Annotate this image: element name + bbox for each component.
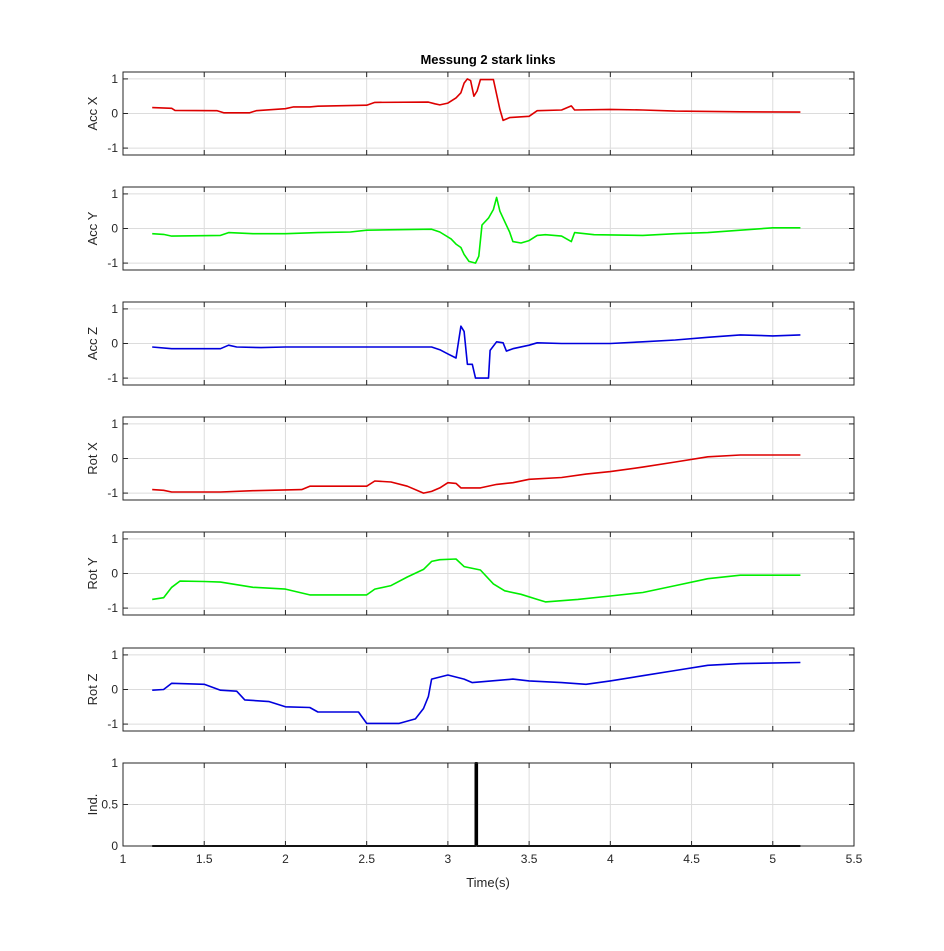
y-tick-label: 1 bbox=[111, 187, 118, 201]
y-tick-label: 1 bbox=[111, 648, 118, 662]
x-tick-label: 2.5 bbox=[358, 852, 375, 866]
series-line bbox=[152, 78, 801, 122]
y-tick-label: 1 bbox=[111, 756, 118, 770]
x-tick-label: 3 bbox=[445, 852, 452, 866]
y-axis-label: Rot Y bbox=[85, 557, 100, 590]
x-tick-label: 3.5 bbox=[521, 852, 538, 866]
y-axis-label: Acc X bbox=[85, 96, 100, 130]
y-tick-label: 1 bbox=[111, 417, 118, 431]
y-tick-label: 0 bbox=[111, 839, 118, 853]
panel-6: 0 0.5 1 Ind. 1 1.5 2 2.5 3 3.5 4 4.5 5 5.5 bbox=[85, 756, 863, 866]
y-tick-label: 1 bbox=[111, 302, 118, 316]
y-tick-label: -1 bbox=[107, 717, 118, 731]
y-tick-label: 0 bbox=[111, 452, 118, 466]
series-line bbox=[152, 661, 801, 725]
y-tick-label: -1 bbox=[107, 141, 118, 155]
y-axis-label: Acc Z bbox=[85, 327, 100, 360]
chart-title: Messung 2 stark links bbox=[420, 52, 555, 67]
x-tick-label: 5.5 bbox=[846, 852, 863, 866]
y-tick-label: 1 bbox=[111, 72, 118, 86]
y-tick-label: 0 bbox=[111, 683, 118, 697]
series-line bbox=[152, 196, 801, 264]
panel-0: -1 0 1 Acc X bbox=[85, 71, 855, 156]
y-axis-label: Rot X bbox=[85, 442, 100, 475]
series-line bbox=[152, 325, 801, 379]
panel-5: -1 0 1 Rot Z bbox=[85, 647, 855, 732]
series-line bbox=[152, 454, 801, 494]
y-tick-label: -1 bbox=[107, 486, 118, 500]
x-tick-label: 4 bbox=[607, 852, 614, 866]
y-axis-label: Ind. bbox=[85, 794, 100, 816]
y-tick-label: -1 bbox=[107, 256, 118, 270]
y-axis-label: Acc Y bbox=[85, 211, 100, 245]
panel-1: -1 0 1 Acc Y bbox=[85, 186, 855, 271]
y-axis-label: Rot Z bbox=[85, 674, 100, 706]
x-tick-label: 1.5 bbox=[196, 852, 213, 866]
panel-2: -1 0 1 Acc Z bbox=[85, 301, 855, 386]
y-tick-label: 0 bbox=[111, 222, 118, 236]
y-tick-label: -1 bbox=[107, 601, 118, 615]
x-tick-label: 1 bbox=[120, 852, 127, 866]
y-tick-label: 0.5 bbox=[101, 798, 118, 812]
panel-4: -1 0 1 Rot Y bbox=[85, 531, 855, 616]
panel-3: -1 0 1 Rot X bbox=[85, 416, 855, 501]
x-tick-label: 5 bbox=[769, 852, 776, 866]
x-tick-label: 2 bbox=[282, 852, 289, 866]
y-tick-label: 0 bbox=[111, 337, 118, 351]
y-tick-label: 0 bbox=[111, 567, 118, 581]
x-axis-label: Time(s) bbox=[466, 875, 510, 890]
y-tick-label: -1 bbox=[107, 371, 118, 385]
y-tick-label: 1 bbox=[111, 532, 118, 546]
y-tick-label: 0 bbox=[111, 107, 118, 121]
series-line bbox=[152, 558, 801, 603]
x-tick-label: 4.5 bbox=[683, 852, 700, 866]
